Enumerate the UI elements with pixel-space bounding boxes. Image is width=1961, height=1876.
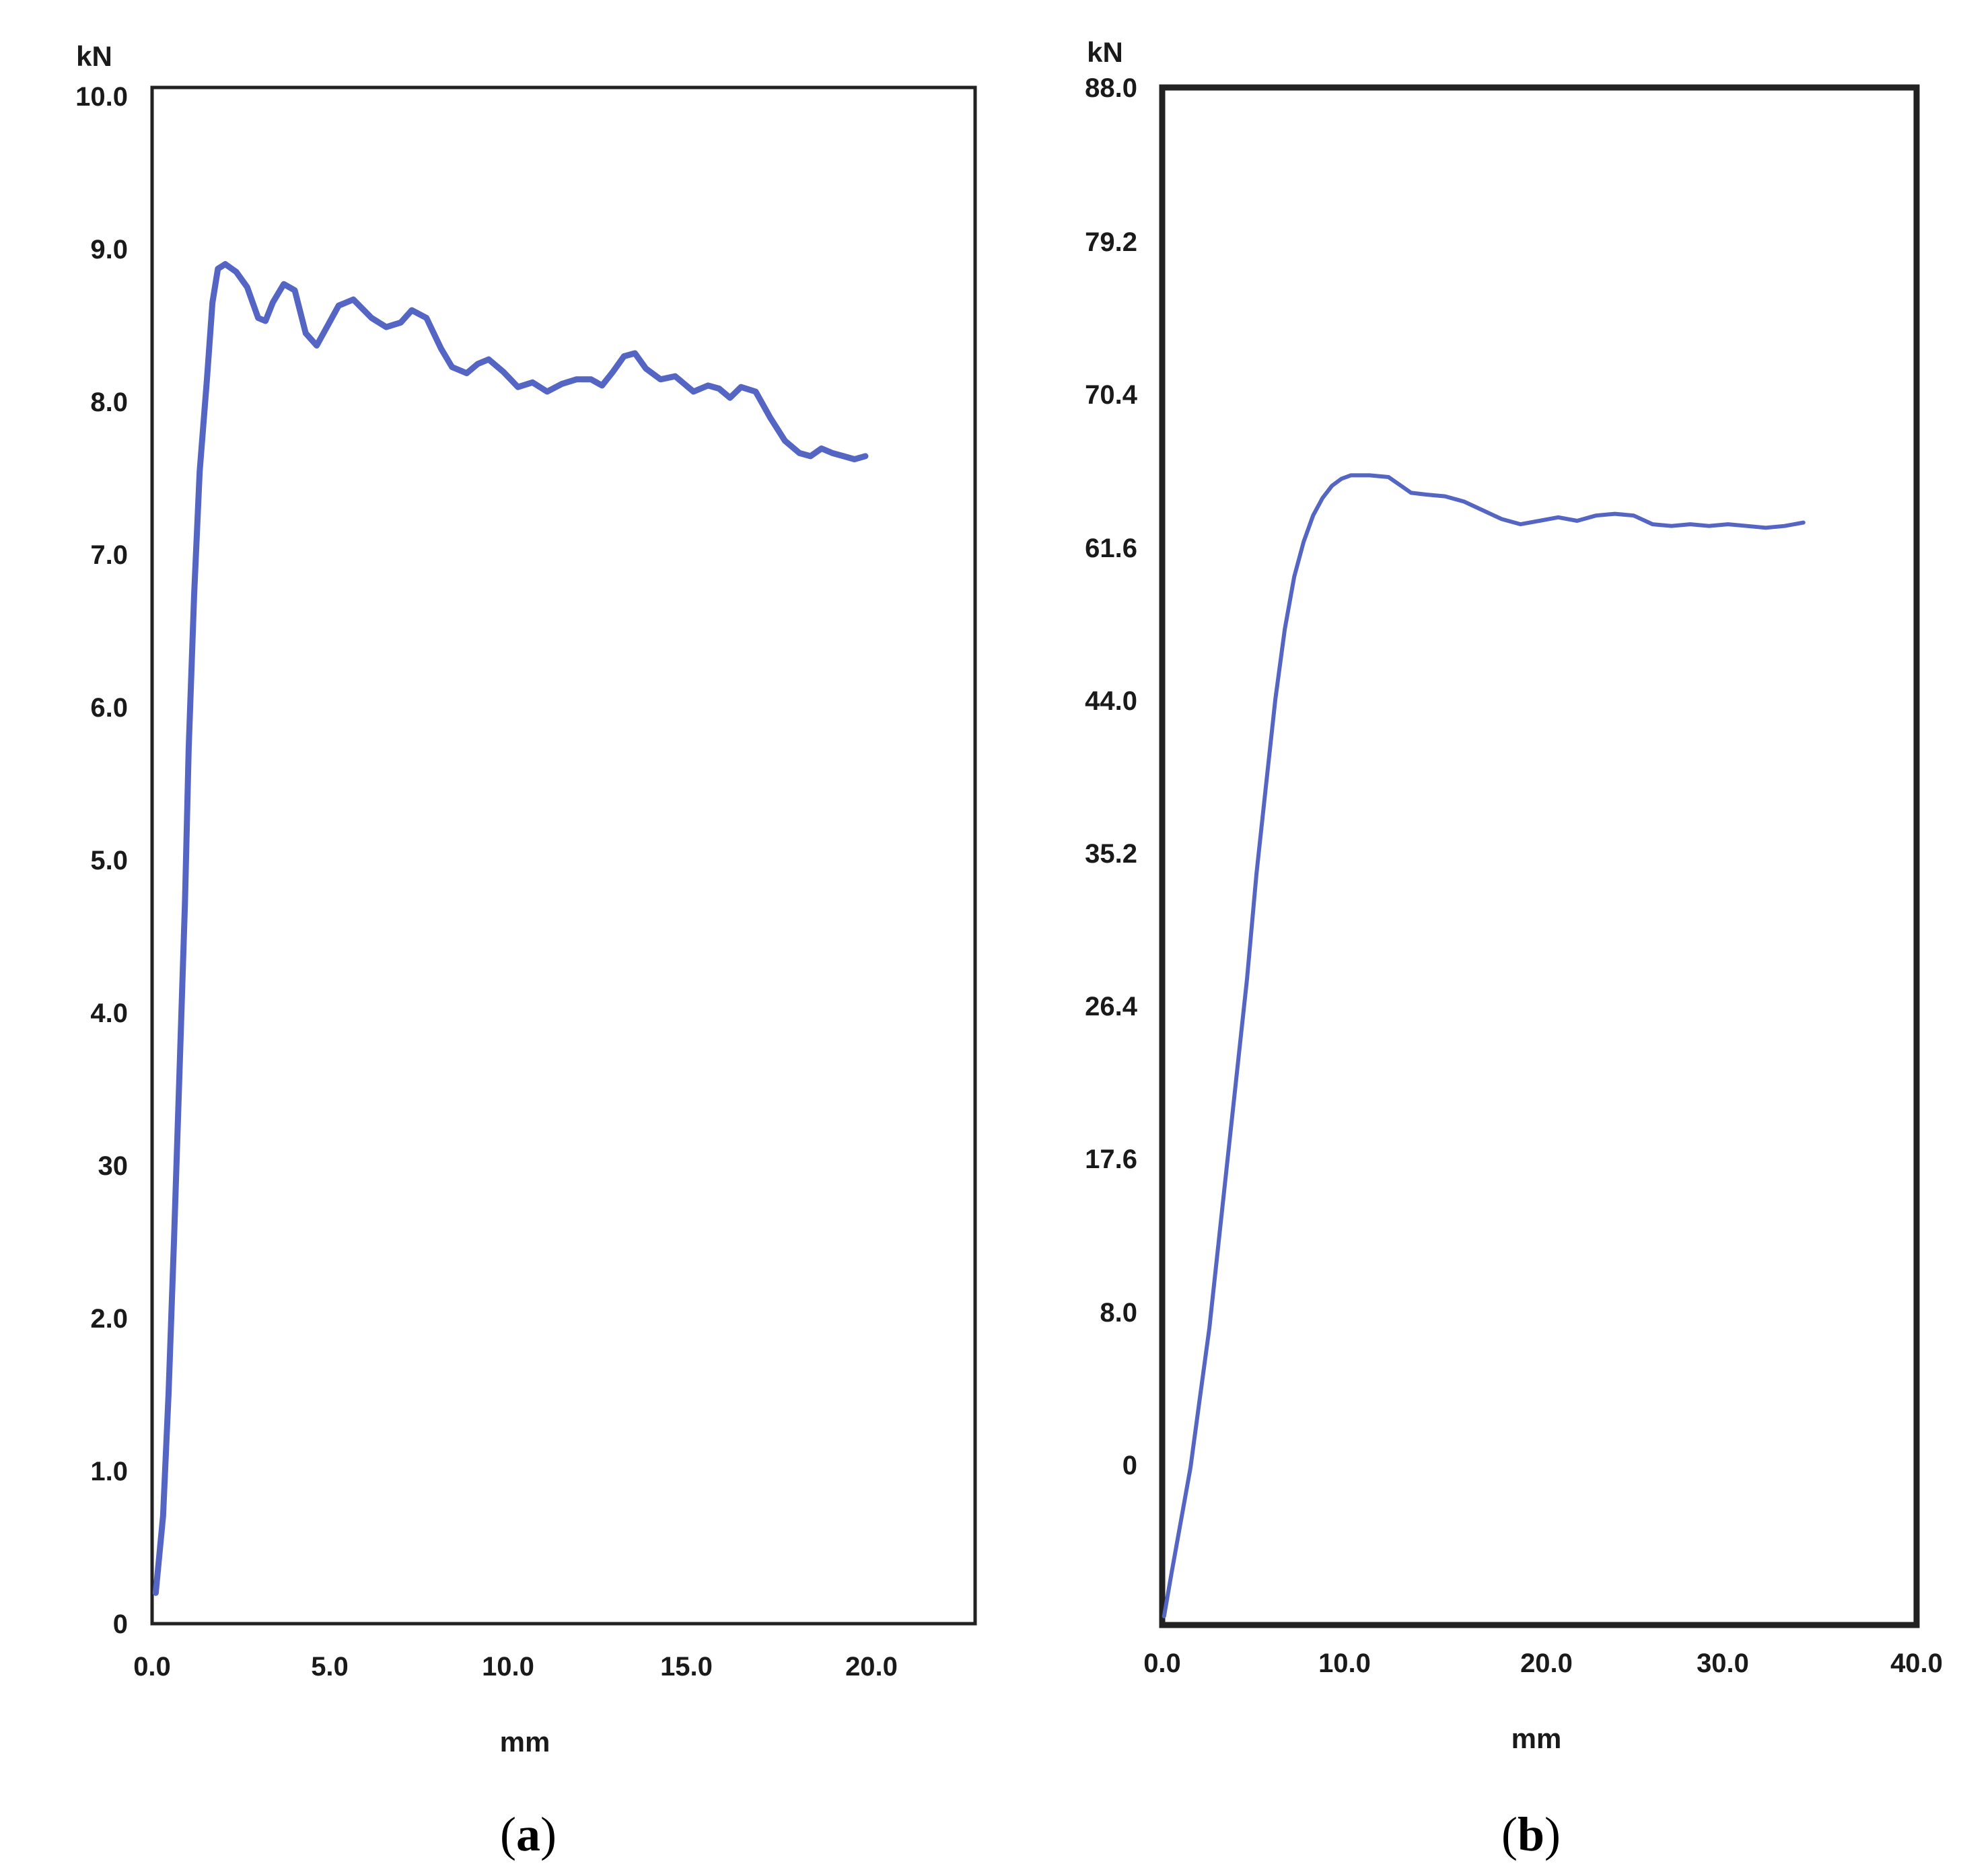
chart-b-series-line bbox=[1162, 473, 1806, 1618]
chart-b-y-tick-label: 79.2 bbox=[1085, 227, 1137, 257]
chart-b-y-tick-label: 8.0 bbox=[1100, 1298, 1137, 1328]
chart-b-y-unit: kN bbox=[1087, 36, 1123, 68]
chart-a-x-ticks: 0.0 5.0 10.0 15.0 20.0 bbox=[133, 1652, 898, 1682]
chart-b-x-ticks: 0.0 10.0 20.0 30.0 40.0 bbox=[1143, 1649, 1943, 1678]
chart-a-plot-frame bbox=[150, 85, 977, 1626]
chart-b-y-tick-label: 44.0 bbox=[1085, 686, 1137, 716]
chart-a-y-tick-label: 9.0 bbox=[90, 235, 128, 264]
chart-b-y-tick-label: 26.4 bbox=[1085, 992, 1138, 1021]
chart-a-y-tick-label: 7.0 bbox=[90, 540, 128, 570]
chart-b-y-tick-label: 17.6 bbox=[1085, 1145, 1137, 1174]
chart-a-x-tick-label: 10.0 bbox=[482, 1652, 534, 1682]
chart-a: kN mm 0 1.0 2.0 30 4.0 5.0 6.0 7.0 8.0 9.0 10.0 0.… bbox=[75, 40, 977, 1861]
chart-a-x-tick-label: 0.0 bbox=[133, 1652, 171, 1682]
chart-a-y-tick-label: 30 bbox=[98, 1151, 129, 1181]
chart-b-plot-frame bbox=[1159, 84, 1920, 1628]
chart-a-series-line bbox=[152, 261, 869, 1596]
chart-a-y-ticks: 0 1.0 2.0 30 4.0 5.0 6.0 7.0 8.0 9.0 10.0 bbox=[75, 82, 128, 1639]
chart-b-y-tick-label: 0 bbox=[1122, 1451, 1137, 1480]
chart-b-y-tick-label: 88.0 bbox=[1085, 73, 1137, 103]
chart-a-y-tick-label: 4.0 bbox=[90, 999, 128, 1028]
chart-b-x-tick-label: 10.0 bbox=[1318, 1649, 1371, 1678]
chart-a-y-tick-label: 2.0 bbox=[90, 1304, 128, 1334]
chart-a-y-tick-label: 10.0 bbox=[75, 82, 128, 112]
chart-a-y-tick-label: 1.0 bbox=[90, 1457, 128, 1486]
chart-b-y-tick-label: 61.6 bbox=[1085, 534, 1137, 563]
chart-a-y-tick-label: 0 bbox=[113, 1610, 128, 1639]
chart-a-y-tick-label: 8.0 bbox=[90, 388, 128, 417]
chart-b-y-ticks: 0 8.0 17.6 26.4 35.2 44.0 61.6 70.4 79.2 88.0 bbox=[1085, 73, 1138, 1480]
chart-a-x-tick-label: 20.0 bbox=[845, 1652, 898, 1682]
chart-b-y-tick-label: 35.2 bbox=[1085, 839, 1137, 869]
chart-a-x-tick-label: 5.0 bbox=[311, 1652, 349, 1682]
chart-a-y-unit: kN bbox=[76, 40, 112, 72]
chart-a-y-tick-label: 5.0 bbox=[90, 846, 128, 875]
chart-a-x-tick-label: 15.0 bbox=[660, 1652, 713, 1682]
chart-b-x-tick-label: 20.0 bbox=[1520, 1649, 1573, 1678]
chart-a-x-unit: mm bbox=[500, 1726, 550, 1758]
chart-b-y-tick-label: 70.4 bbox=[1085, 380, 1138, 410]
chart-b: kN mm 0 8.0 17.6 26.4 35.2 44.0 61.6 70.4 79.2 88… bbox=[1085, 36, 1943, 1861]
chart-b-x-unit: mm bbox=[1511, 1723, 1562, 1754]
chart-a-caption: (a) bbox=[500, 1807, 557, 1861]
chart-b-x-tick-label: 30.0 bbox=[1697, 1649, 1749, 1678]
chart-b-x-tick-label: 0.0 bbox=[1143, 1649, 1181, 1678]
chart-b-x-tick-label: 40.0 bbox=[1890, 1649, 1943, 1678]
chart-b-caption: (b) bbox=[1501, 1807, 1561, 1861]
chart-a-y-tick-label: 6.0 bbox=[90, 693, 128, 723]
